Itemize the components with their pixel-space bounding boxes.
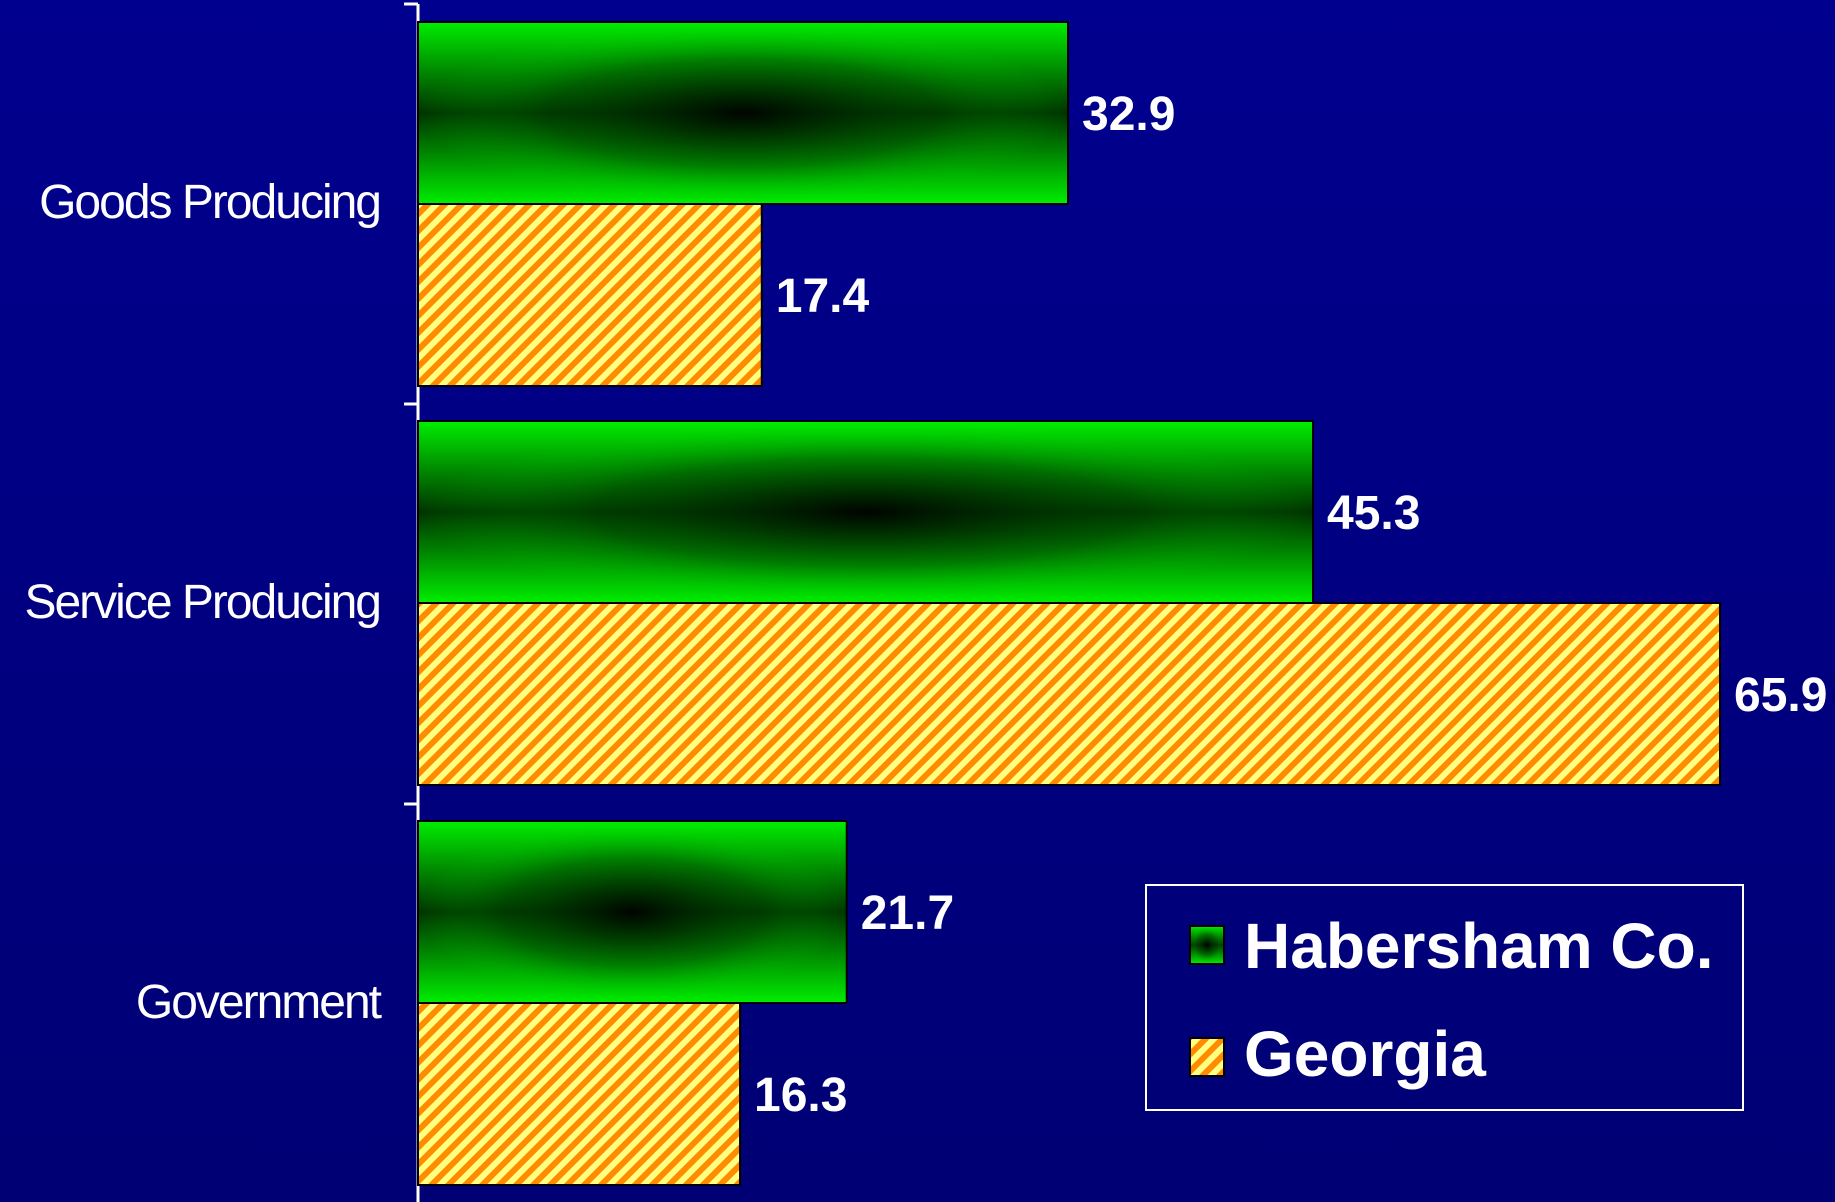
bar-georgia [417, 203, 763, 387]
value-label: 32.9 [1082, 88, 1175, 141]
legend-item-habersham: Habersham Co. [1189, 910, 1713, 982]
bar-habersham-shade [418, 421, 1314, 603]
category-label: Service Producing [24, 576, 380, 629]
category-label: Goods Producing [39, 176, 380, 229]
value-label: 65.9 [1734, 669, 1827, 722]
legend-label-georgia: Georgia [1244, 1018, 1486, 1090]
bar-georgia [417, 1002, 742, 1186]
y-axis [404, 2, 420, 1202]
labels: Goods Producing 32.9 17.4 Service Producing… [24, 88, 1827, 1122]
bars [417, 21, 1721, 1186]
value-label: 21.7 [861, 887, 954, 940]
category-label: Government [136, 976, 382, 1029]
legend-swatch-georgia [1189, 1037, 1225, 1077]
legend-item-georgia: Georgia [1189, 1018, 1486, 1090]
legend: Habersham Co. Georgia [1145, 884, 1744, 1111]
legend-box [1145, 884, 1744, 1111]
value-label: 45.3 [1327, 487, 1420, 540]
bar-georgia [417, 602, 1721, 786]
legend-label-habersham: Habersham Co. [1244, 910, 1713, 982]
value-label: 17.4 [776, 270, 870, 323]
value-label: 16.3 [754, 1069, 847, 1122]
bar-habersham-shade [418, 821, 847, 1003]
bar-habersham-shade [418, 22, 1069, 204]
